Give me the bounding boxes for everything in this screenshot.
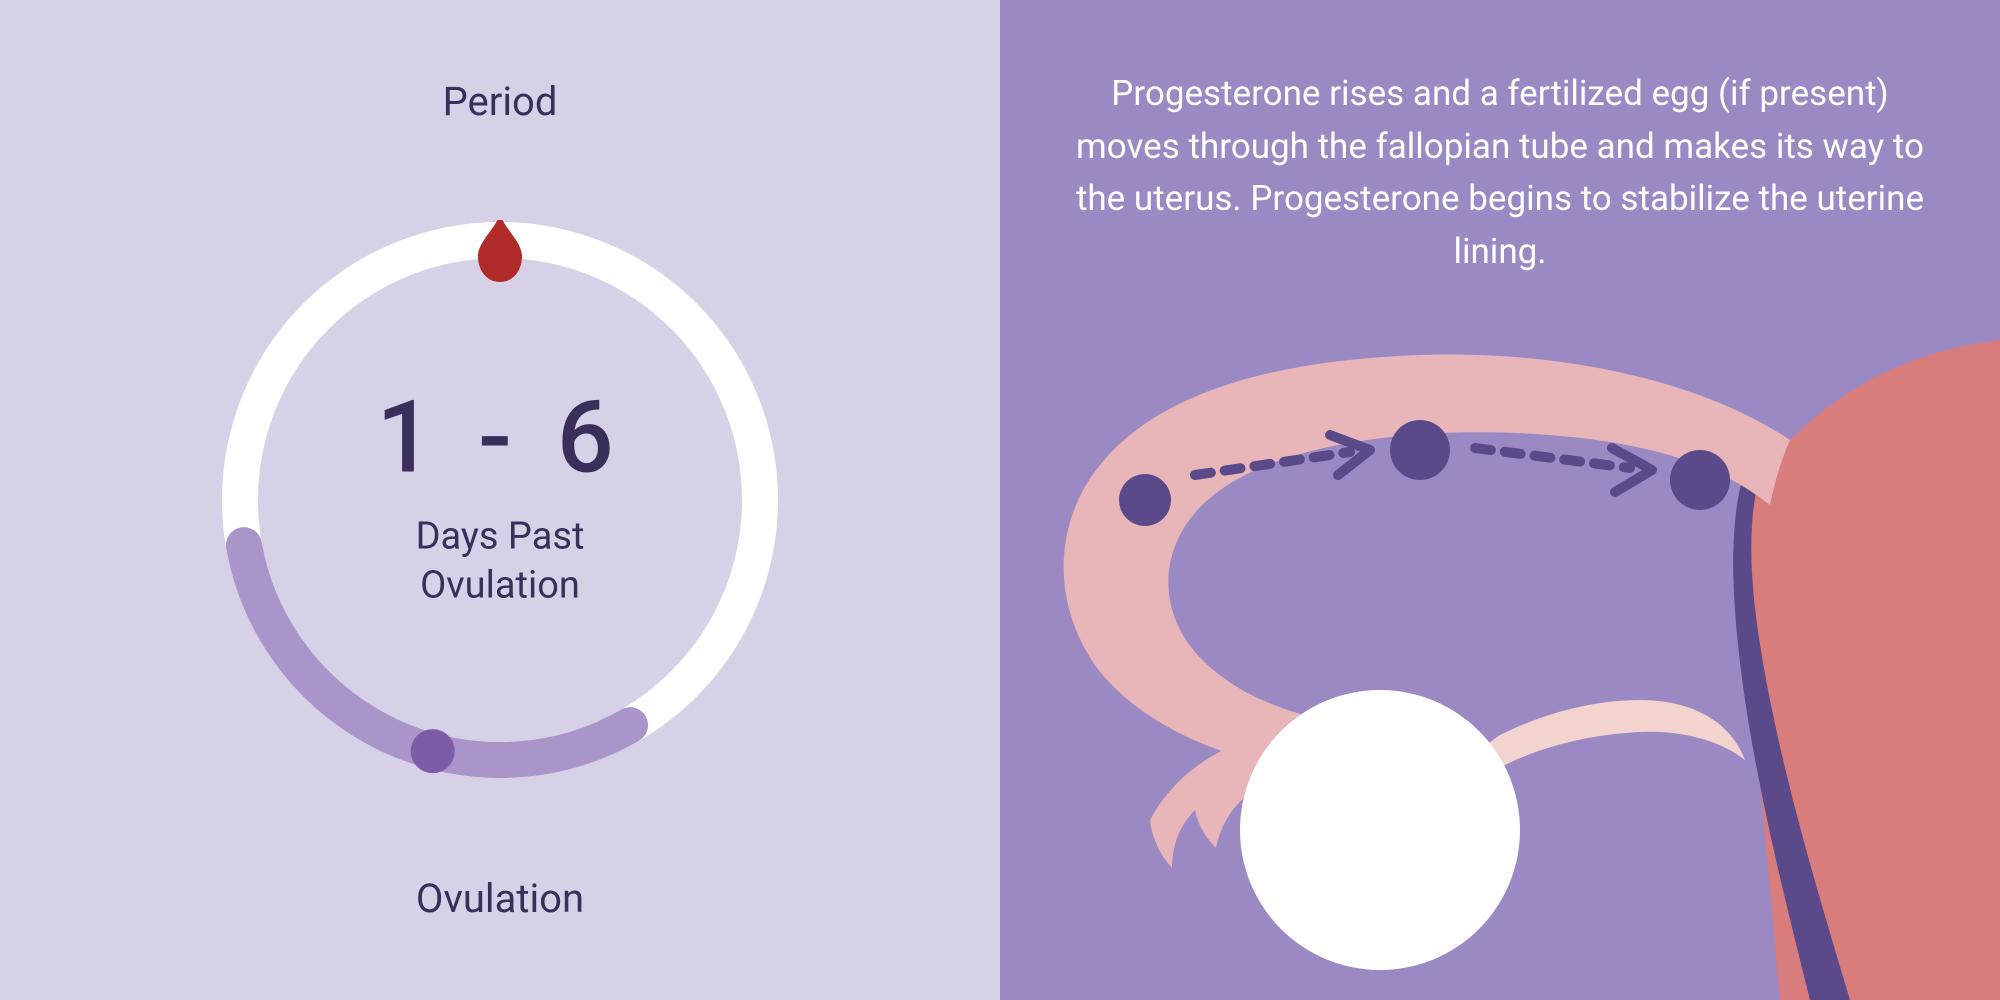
period-label: Period [443,78,558,125]
day-subtitle: Days Past Ovulation [220,513,780,612]
cycle-ring: 1 - 6 Days Past Ovulation [220,220,780,780]
anatomy-illustration [1000,280,2000,1000]
center-text: 1 - 6 Days Past Ovulation [220,389,780,612]
description-text: Progesterone rises and a fertilized egg … [1070,68,1930,278]
right-panel: Progesterone rises and a fertilized egg … [1000,0,2000,1000]
day-range: 1 - 6 [220,389,780,489]
left-panel: Period 1 - 6 Days Past Ovulation Ovulati… [0,0,1000,1000]
egg-cell-icon [1119,474,1171,526]
ovary-icon [1240,690,1520,970]
ovulation-label: Ovulation [416,875,584,922]
arrow-icon [1475,448,1652,492]
ovulation-marker-icon [411,729,455,773]
egg-cell-icon [1390,420,1450,480]
egg-cell-icon [1670,450,1730,510]
